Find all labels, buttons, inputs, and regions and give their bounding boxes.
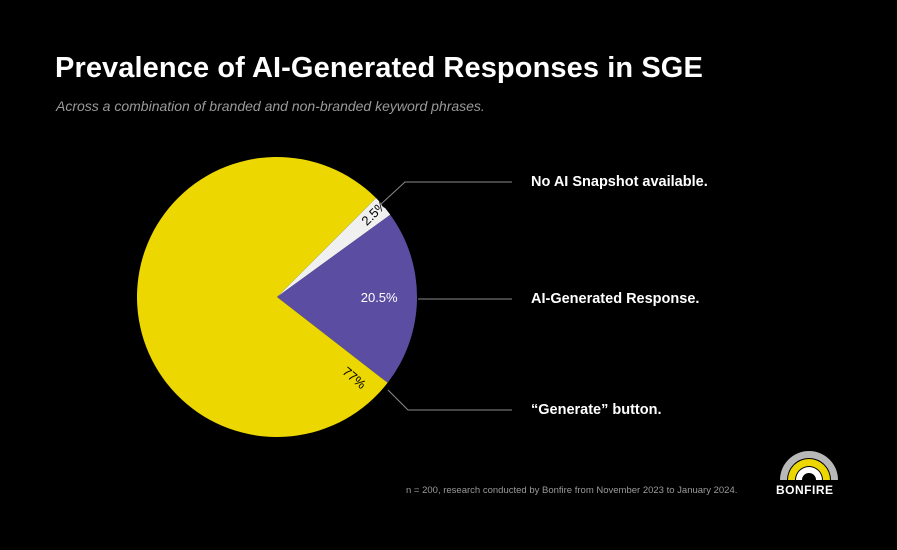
bonfire-wordmark: BONFIRE (776, 483, 834, 497)
leader-line-3 (387, 389, 512, 411)
pie-slice-1 (277, 198, 391, 297)
legend-label-1: No AI Snapshot available. (531, 174, 708, 190)
pie-slice-2 (277, 214, 418, 383)
leader-line-1 (379, 181, 512, 206)
slice-percent-label-2: 20.5% (361, 290, 398, 305)
pie-slice-3 (137, 157, 388, 438)
legend-label-2: AI-Generated Response. (531, 291, 699, 307)
chart-title: Prevalence of AI-Generated Responses in … (55, 52, 703, 84)
legend-label-3: “Generate” button. (531, 402, 662, 418)
chart-subtitle: Across a combination of branded and non-… (56, 98, 485, 114)
research-footnote: n = 200, research conducted by Bonfire f… (406, 485, 738, 496)
bonfire-logo-icon (780, 451, 838, 480)
